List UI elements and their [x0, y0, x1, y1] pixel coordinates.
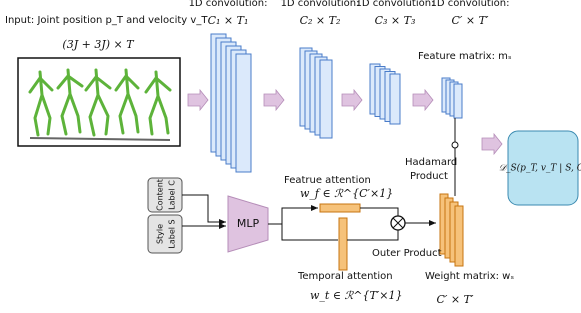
conv-size: C₃ × T₃: [375, 14, 416, 27]
content-label-box: [148, 178, 182, 212]
feature-map: [236, 54, 251, 172]
connector: [282, 224, 338, 240]
mlp-label: MLP: [237, 217, 260, 230]
input-shape: (3J + 3J) × T: [62, 38, 135, 51]
conv-size: C₁ × T₁: [208, 14, 249, 27]
arrow: [413, 90, 433, 110]
conv-label: 1D convolution:: [356, 0, 435, 9]
outer-product-label: Outer Product: [372, 248, 442, 259]
conv-size: C′ × T′: [452, 14, 489, 27]
connector: [268, 208, 318, 224]
style-label: Style: [156, 224, 165, 244]
content-label: Label C: [168, 180, 177, 210]
temporal-attention-bar: [339, 218, 347, 270]
conv-label: 1D convolution:: [431, 0, 510, 9]
style-label: Label S: [168, 219, 177, 248]
arrow: [342, 90, 362, 110]
hadamard-label: Hadamard: [405, 157, 457, 168]
diagram: 1D convolution: 1D convolution: 1D convo…: [0, 0, 581, 313]
style-label-box: [148, 215, 182, 253]
output-label: 𝒟_S(p_T, v_T | S, C): [499, 163, 581, 174]
arrow: [264, 90, 284, 110]
hadamard-node: [452, 142, 458, 148]
connector: [182, 195, 226, 222]
feature-attention-bar: [320, 204, 360, 212]
page: {"conv_layers": [ {"label": "1D convolut…: [0, 0, 581, 313]
conv-label: 1D convolution:: [189, 0, 268, 9]
feature-map: [390, 74, 400, 124]
arrow: [188, 90, 208, 110]
hadamard-label: Product: [410, 171, 448, 182]
temporal-attention-formula: w_t ∈ ℛ^{T′×1}: [310, 289, 403, 302]
feature-map: [454, 84, 462, 118]
conv-size: C₂ × T₂: [300, 14, 341, 27]
feature-attention-formula: w_f ∈ ℛ^{C′×1}: [300, 187, 393, 200]
weight-matrix-size: C′ × T′: [437, 293, 474, 306]
input-label: Input: Joint position p_T and velocity v…: [5, 15, 208, 26]
connector: [360, 208, 398, 216]
connector: [347, 230, 398, 240]
conv-label: 1D convolution:: [281, 0, 360, 9]
weight-matrix-label: Weight matrix: wₛ: [425, 271, 514, 282]
feature-attention-label: Featrue attention: [284, 175, 371, 186]
temporal-attention-label: Temporal attention: [297, 271, 393, 282]
content-label: Content: [156, 179, 165, 211]
feature-map: [320, 60, 332, 138]
feature-map: [455, 206, 463, 266]
arrow: [482, 134, 502, 154]
feature-matrix-label: Feature matrix: mₛ: [418, 51, 512, 62]
